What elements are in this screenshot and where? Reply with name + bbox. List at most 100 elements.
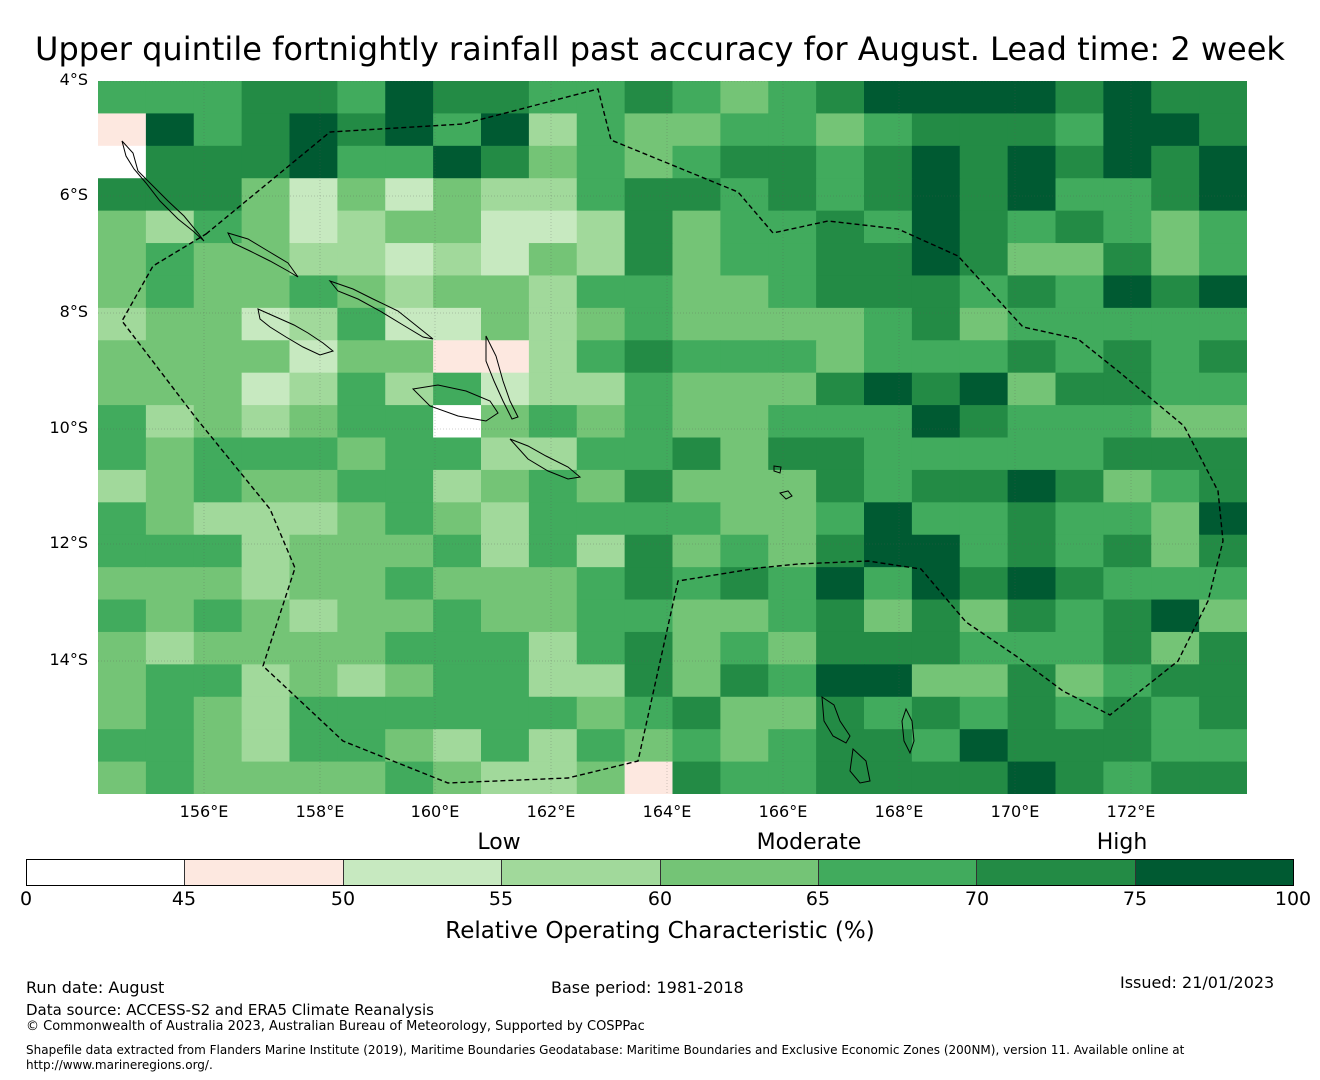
roc-cell [1103, 372, 1152, 406]
roc-cell [624, 243, 674, 277]
roc-cell [959, 243, 1009, 277]
malakula-coast [849, 747, 871, 784]
colorbar-label: Relative Operating Characteristic (%) [445, 918, 875, 944]
roc-cell [145, 696, 195, 730]
roc-cell [528, 567, 578, 601]
roc-cell [1151, 696, 1200, 730]
roc-cell [911, 145, 961, 179]
roc-cell [1151, 469, 1200, 503]
roc-cell [911, 307, 961, 341]
roc-cell [385, 243, 434, 277]
roc-cell [145, 275, 195, 309]
roc-cell [98, 210, 147, 244]
roc-cell [289, 145, 338, 179]
roc-cell [481, 567, 530, 601]
roc-cell [528, 113, 578, 147]
roc-cell [1103, 761, 1152, 794]
roc-cell [1103, 664, 1152, 698]
roc-cell [481, 307, 530, 341]
roc-cell [433, 502, 482, 536]
colorbar-segment [660, 860, 819, 885]
roc-cell [624, 405, 674, 439]
roc-cell [720, 275, 769, 309]
roc-cell [576, 340, 626, 374]
roc-cell [1055, 275, 1104, 309]
roc-cell [481, 275, 530, 309]
roc-cell [289, 469, 338, 503]
roc-cell [576, 210, 626, 244]
malaita-coast [485, 335, 519, 420]
roc-cell [481, 631, 530, 665]
roc-cell [720, 664, 769, 698]
roc-cell [816, 761, 865, 794]
roc-cell [1007, 437, 1057, 471]
roc-cell [193, 145, 243, 179]
roc-cell [864, 664, 913, 698]
roc-cell [911, 469, 961, 503]
roc-cell [289, 243, 338, 277]
lon-label: 162°E [526, 802, 576, 821]
roc-cell [1055, 81, 1104, 115]
roc-cell [1055, 502, 1104, 536]
roc-cell [1199, 437, 1247, 471]
roc-cell [98, 729, 147, 763]
roc-cell [816, 340, 865, 374]
roc-cell [193, 372, 243, 406]
roc-cell [337, 502, 386, 536]
roc-cell [624, 729, 674, 763]
roc-cell [241, 631, 291, 665]
vanuatu-north-coast [901, 707, 915, 755]
roc-cell [1151, 502, 1200, 536]
roc-cell [433, 599, 482, 633]
roc-cell [241, 210, 291, 244]
roc-cell [576, 729, 626, 763]
roc-cell [576, 631, 626, 665]
roc-cell [289, 631, 338, 665]
roc-cell [98, 696, 147, 730]
roc-cell [289, 437, 338, 471]
roc-cell [911, 340, 961, 374]
roc-cell [911, 534, 961, 568]
roc-cell [98, 469, 147, 503]
roc-cell [816, 243, 865, 277]
roc-cell [768, 729, 817, 763]
colorbar-tick: 45 [171, 888, 197, 910]
roc-cell [528, 275, 578, 309]
roc-cell [1007, 178, 1057, 212]
roc-cell [145, 761, 195, 794]
roc-cell [576, 502, 626, 536]
roc-cell [1007, 275, 1057, 309]
roc-cell [1103, 178, 1152, 212]
roc-cell [1199, 178, 1247, 212]
roc-cell [1199, 405, 1247, 439]
roc-cell [241, 307, 291, 341]
roc-cell [768, 275, 817, 309]
roc-cell [720, 502, 769, 536]
roc-cell [289, 405, 338, 439]
roc-cell [911, 664, 961, 698]
roc-cell [385, 113, 434, 147]
roc-cell [481, 599, 530, 633]
roc-cell [959, 307, 1009, 341]
roc-cell [576, 243, 626, 277]
roc-cell [720, 437, 769, 471]
roc-cell [337, 729, 386, 763]
roc-cell [959, 664, 1009, 698]
roc-cell [337, 469, 386, 503]
roc-cell [720, 761, 769, 794]
roc-cell [1055, 340, 1104, 374]
lon-label: 172°E [1106, 802, 1156, 821]
roc-cell [864, 340, 913, 374]
roc-cell [864, 437, 913, 471]
roc-cell [720, 307, 769, 341]
roc-cell [241, 372, 291, 406]
roc-cell [145, 599, 195, 633]
roc-cell [959, 502, 1009, 536]
roc-cell [1103, 210, 1152, 244]
roc-cell [576, 599, 626, 633]
roc-cell [816, 696, 865, 730]
roc-cell [1199, 243, 1247, 277]
colorbar-tick: 60 [647, 888, 673, 910]
roc-cell [1151, 437, 1200, 471]
colorbar-tick: 65 [805, 888, 831, 910]
